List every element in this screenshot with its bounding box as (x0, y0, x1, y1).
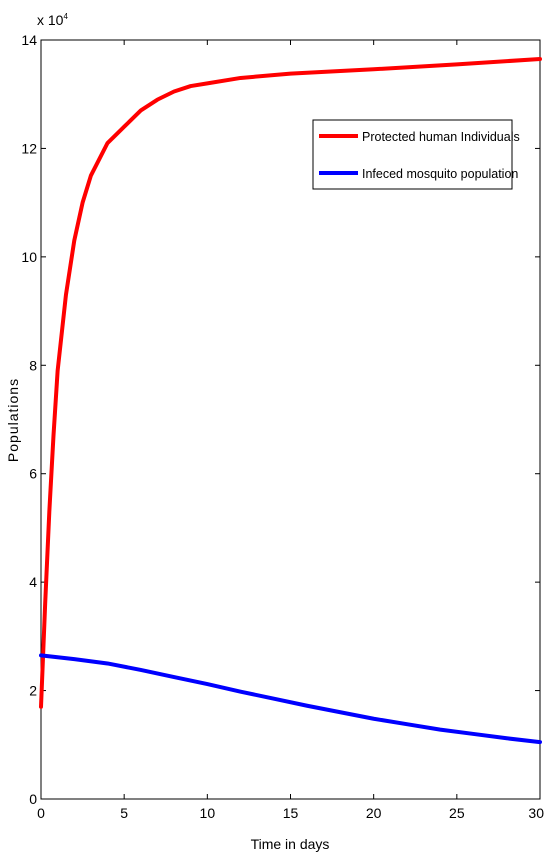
series-line-infected-mosquitoes (39, 653, 542, 745)
legend: Protected human Individuals Infeced mosq… (312, 119, 520, 190)
y-multiplier-label: x 104 (37, 12, 68, 28)
series-lines (39, 56, 542, 745)
x-tick-label: 5 (120, 805, 128, 821)
x-tick-label: 15 (283, 805, 299, 821)
x-tick-label: 25 (449, 805, 465, 821)
y-tick-label: 10 (21, 249, 37, 265)
y-tick-label: 8 (29, 357, 37, 373)
axis-ticks (40, 39, 541, 800)
legend-box (312, 119, 513, 190)
y-tick-labels: 0 2 4 6 8 10 12 14 (21, 32, 37, 807)
x-tick-label: 30 (528, 805, 544, 821)
legend-label-infected-mosquitoes: Infeced mosquito population (362, 167, 518, 181)
x-tick-label: 10 (200, 805, 216, 821)
x-tick-label: 0 (37, 805, 45, 821)
y-tick-label: 4 (29, 574, 37, 590)
y-tick-label: 2 (29, 683, 37, 699)
y-tick-label: 12 (21, 140, 37, 156)
x-tick-labels: 0 5 10 15 20 25 30 (37, 805, 544, 821)
y-tick-label: 0 (29, 791, 37, 807)
y-axis-label: Populations (5, 378, 21, 462)
legend-label-protected-humans: Protected human Individuals (362, 130, 520, 144)
y-tick-label: 14 (21, 32, 37, 48)
x-axis-label: Time in days (251, 836, 330, 852)
x-tick-label: 20 (366, 805, 382, 821)
series-line-protected-humans (39, 56, 542, 709)
y-tick-label: 6 (29, 466, 37, 482)
